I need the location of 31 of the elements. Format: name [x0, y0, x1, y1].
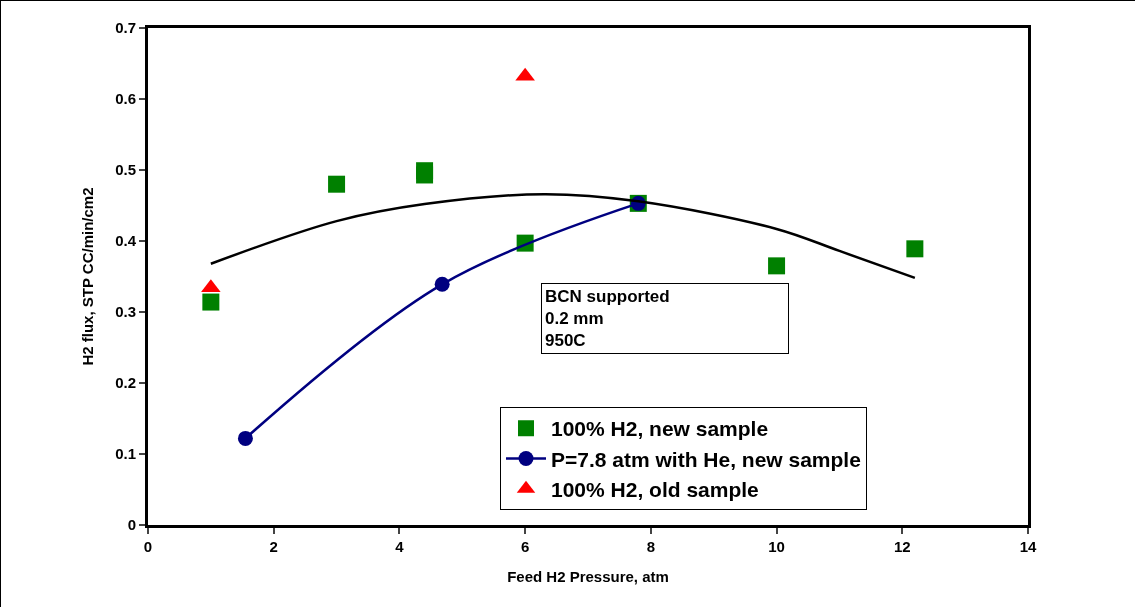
y-tick-label: 0.7	[115, 19, 136, 37]
x-tick-label: 2	[269, 538, 278, 555]
point	[328, 175, 346, 193]
x-tick-label: 4	[395, 538, 405, 555]
point	[906, 240, 924, 258]
x-axis-title: Feed H2 Pressure, atm	[507, 568, 669, 585]
point	[202, 293, 220, 311]
x-tick-label: 8	[646, 538, 656, 555]
legend-label: 100% H2, new sample	[551, 417, 769, 441]
point	[201, 279, 221, 293]
y-tick-label: 0.2	[115, 374, 136, 392]
legend-label: P=7.8 atm with He, new sample	[551, 447, 861, 471]
x-tick-label: 10	[768, 538, 785, 555]
y-tick-label: 0.5	[115, 161, 136, 179]
point	[416, 166, 434, 184]
y-tick-label: 0.1	[115, 445, 136, 463]
legend-label: 100% H2, old sample	[551, 478, 759, 502]
point	[434, 276, 450, 292]
y-tick-label: 0	[127, 516, 136, 534]
y-tick-label: 0.6	[115, 90, 136, 108]
y-axis-title: H2 flux, STP CC/min/cm2	[79, 187, 97, 366]
y-tick-label: 0.4	[115, 232, 137, 250]
x-tick-label: 0	[143, 538, 153, 555]
line-series	[209, 192, 917, 280]
x-tick-label: 14	[1019, 538, 1037, 555]
annotation: BCN supported 0.2 mm 950C	[545, 287, 670, 351]
point	[768, 257, 786, 275]
y-tick-label: 0.3	[115, 303, 136, 321]
x-tick-label: 12	[893, 538, 911, 555]
x-tick-label: 6	[520, 538, 530, 555]
point	[237, 430, 253, 446]
